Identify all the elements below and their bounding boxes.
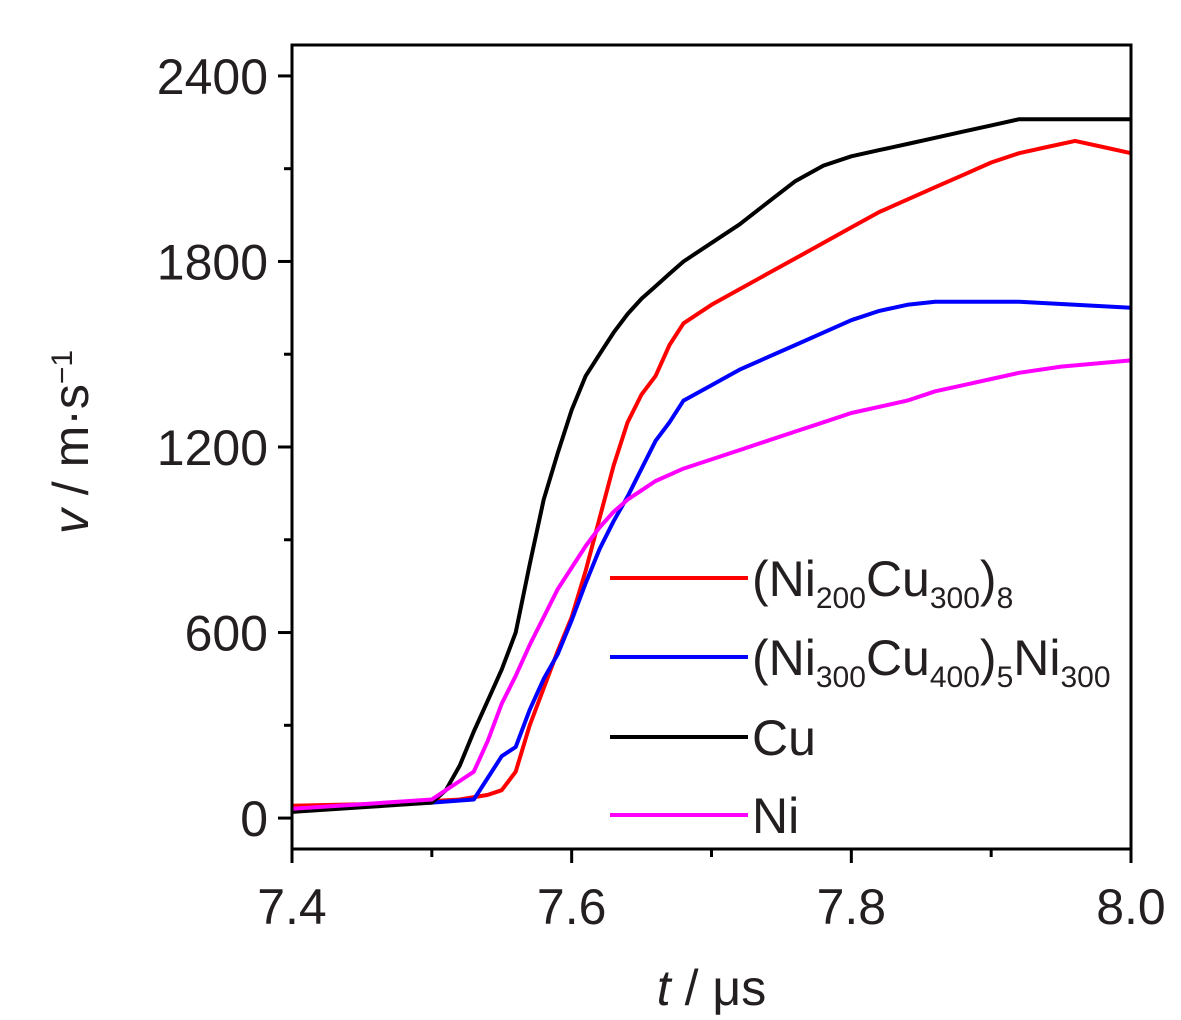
legend-label-part: (Ni (752, 551, 816, 607)
legend-label-part: 8 (997, 582, 1014, 615)
x-tick-label: 7.6 (537, 879, 607, 935)
y-axis-unit-exponent: −1 (46, 350, 79, 384)
legend-label-part: Ni (1013, 630, 1060, 686)
legend-label-part: 5 (997, 661, 1014, 694)
legend-label-part: 200 (816, 582, 866, 615)
legend-label-part: Cu (866, 551, 930, 607)
legend-label-part: 300 (1060, 661, 1110, 694)
legend-label-2: Cu (752, 710, 816, 766)
legend-label-3: Ni (752, 788, 799, 844)
series-line-1 (291, 299, 1132, 811)
labels-layer: 7.4 7.6 7.8 8.0 0 600 1200 1800 2400 (157, 49, 1166, 935)
y-axis-unit: m·s (43, 384, 99, 467)
legend-label-part: Ni (752, 788, 799, 844)
legend-label-part: Cu (866, 630, 930, 686)
series-line-3 (291, 358, 1132, 811)
x-axis-title: t / μs (657, 960, 766, 1016)
legend-label-part: Cu (752, 710, 816, 766)
legend-label-part: (Ni (752, 630, 816, 686)
y-tick-label: 600 (185, 606, 268, 662)
ticks-layer (278, 74, 1133, 863)
series-line-2 (291, 117, 1131, 814)
x-axis-unit: μs (712, 960, 766, 1016)
x-tick-label: 7.4 (257, 879, 327, 935)
legend-label-0: (Ni200Cu300)8 (752, 551, 1013, 615)
y-tick-label: 1800 (157, 234, 268, 290)
y-axis-title: v / m·s−1 (43, 350, 99, 534)
legend-label-part: 300 (930, 582, 980, 615)
x-tick-label: 7.8 (817, 879, 887, 935)
legend-label-part: 300 (816, 661, 866, 694)
x-tick-label: 8.0 (1096, 879, 1166, 935)
legend-label-part: ) (980, 630, 997, 686)
y-tick-label: 1200 (157, 420, 268, 476)
legend-label-part: ) (980, 551, 997, 607)
y-axis-var: v (43, 506, 99, 534)
y-axis-sep: / (43, 467, 99, 509)
series-layer (291, 117, 1132, 814)
plot-frame (290, 43, 1133, 851)
y-tick-label: 0 (240, 791, 268, 847)
x-axis-sep: / (671, 960, 713, 1016)
legend-label-1: (Ni300Cu400)5Ni300 (752, 630, 1111, 694)
x-axis-var: t (657, 960, 673, 1016)
legend-label-part: 400 (930, 661, 980, 694)
series-line-0 (291, 138, 1132, 808)
y-tick-label: 2400 (157, 49, 268, 105)
